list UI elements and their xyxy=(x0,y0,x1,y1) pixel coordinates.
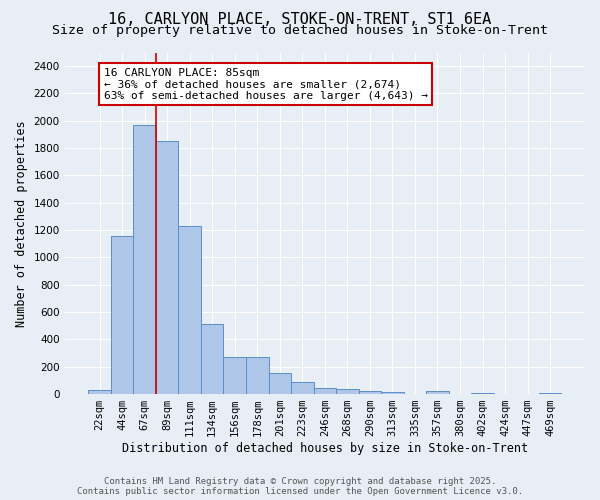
Bar xyxy=(133,125,156,394)
X-axis label: Distribution of detached houses by size in Stoke-on-Trent: Distribution of detached houses by size … xyxy=(122,442,528,455)
Bar xyxy=(178,226,201,394)
Bar xyxy=(381,392,404,394)
Text: Size of property relative to detached houses in Stoke-on-Trent: Size of property relative to detached ho… xyxy=(52,24,548,37)
Bar xyxy=(88,390,111,394)
Bar xyxy=(269,373,291,394)
Bar xyxy=(291,382,314,394)
Bar xyxy=(111,236,133,394)
Bar xyxy=(539,392,562,394)
Bar xyxy=(201,324,223,394)
Bar xyxy=(246,357,269,394)
Bar xyxy=(314,388,336,394)
Bar xyxy=(156,142,178,394)
Y-axis label: Number of detached properties: Number of detached properties xyxy=(15,120,28,326)
Text: 16, CARLYON PLACE, STOKE-ON-TRENT, ST1 6EA: 16, CARLYON PLACE, STOKE-ON-TRENT, ST1 6… xyxy=(109,12,491,28)
Bar xyxy=(336,389,359,394)
Bar xyxy=(359,392,381,394)
Text: Contains HM Land Registry data © Crown copyright and database right 2025.
Contai: Contains HM Land Registry data © Crown c… xyxy=(77,476,523,496)
Bar xyxy=(223,356,246,394)
Text: 16 CARLYON PLACE: 85sqm
← 36% of detached houses are smaller (2,674)
63% of semi: 16 CARLYON PLACE: 85sqm ← 36% of detache… xyxy=(104,68,428,100)
Bar xyxy=(426,392,449,394)
